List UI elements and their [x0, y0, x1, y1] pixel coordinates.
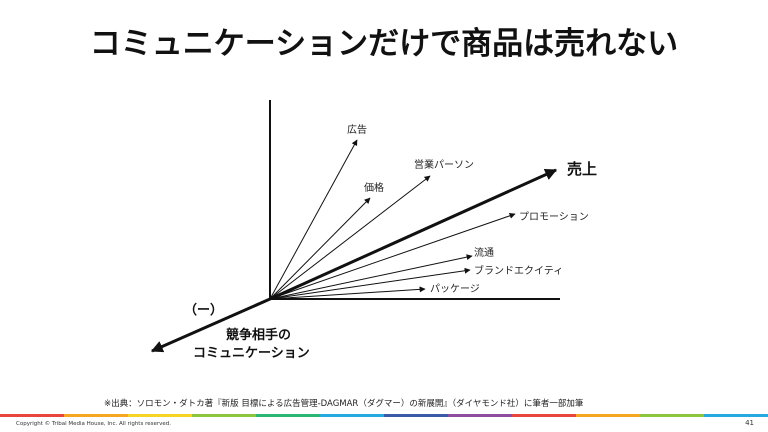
footer-bar-segment [576, 414, 640, 417]
label-kakaku: 価格 [364, 181, 384, 194]
label-kokoku: 広告 [347, 123, 367, 136]
copyright-text: Copyright © Tribal Media House, Inc. All… [16, 421, 171, 427]
label-eigyo: 営業パーソン [414, 158, 474, 171]
vector-uriage [269, 168, 558, 301]
footer-bar-segment [704, 414, 768, 417]
footer-bar-segment [384, 414, 448, 417]
vector-promotion [269, 212, 516, 300]
footer-bar-segment [192, 414, 256, 417]
footer-bar-segment [640, 414, 704, 417]
footer-bar-segment [0, 414, 64, 417]
vector-brand [269, 267, 471, 300]
vector-ryutsu [269, 254, 473, 300]
label-competitor-line2: コミュニケーション [193, 346, 310, 361]
footer-bar-segment [448, 414, 512, 417]
label-ryutsu: 流通 [474, 246, 494, 259]
footer-bar-segment [128, 414, 192, 417]
page-title: コミュニケーションだけで商品は売れない [89, 26, 679, 62]
source-citation: ※出典：ソロモン・ダトカ著『新版 目標による広告管理-DAGMAR（ダグマー）の… [104, 399, 584, 409]
footer-color-bar [0, 414, 768, 417]
footer-bar-segment [320, 414, 384, 417]
footer-bar-segment [256, 414, 320, 417]
page-number: 41 [745, 419, 754, 427]
vector-package [269, 286, 426, 300]
label-promotion: プロモーション [519, 211, 589, 223]
label-minus: （ー） [184, 302, 223, 318]
label-package: パッケージ [430, 283, 480, 295]
vector-kokoku [269, 139, 358, 300]
label-brand: ブランドエクイティ [474, 264, 563, 277]
label-uriage: 売上 [567, 160, 597, 178]
vector-eigyo [269, 175, 431, 300]
competitor-arrow [150, 297, 271, 353]
footer-bar-segment [512, 414, 576, 417]
label-competitor-line1: 競争相手の [226, 327, 291, 343]
footer-bar-segment [64, 414, 128, 417]
vector-kakaku [269, 197, 371, 300]
